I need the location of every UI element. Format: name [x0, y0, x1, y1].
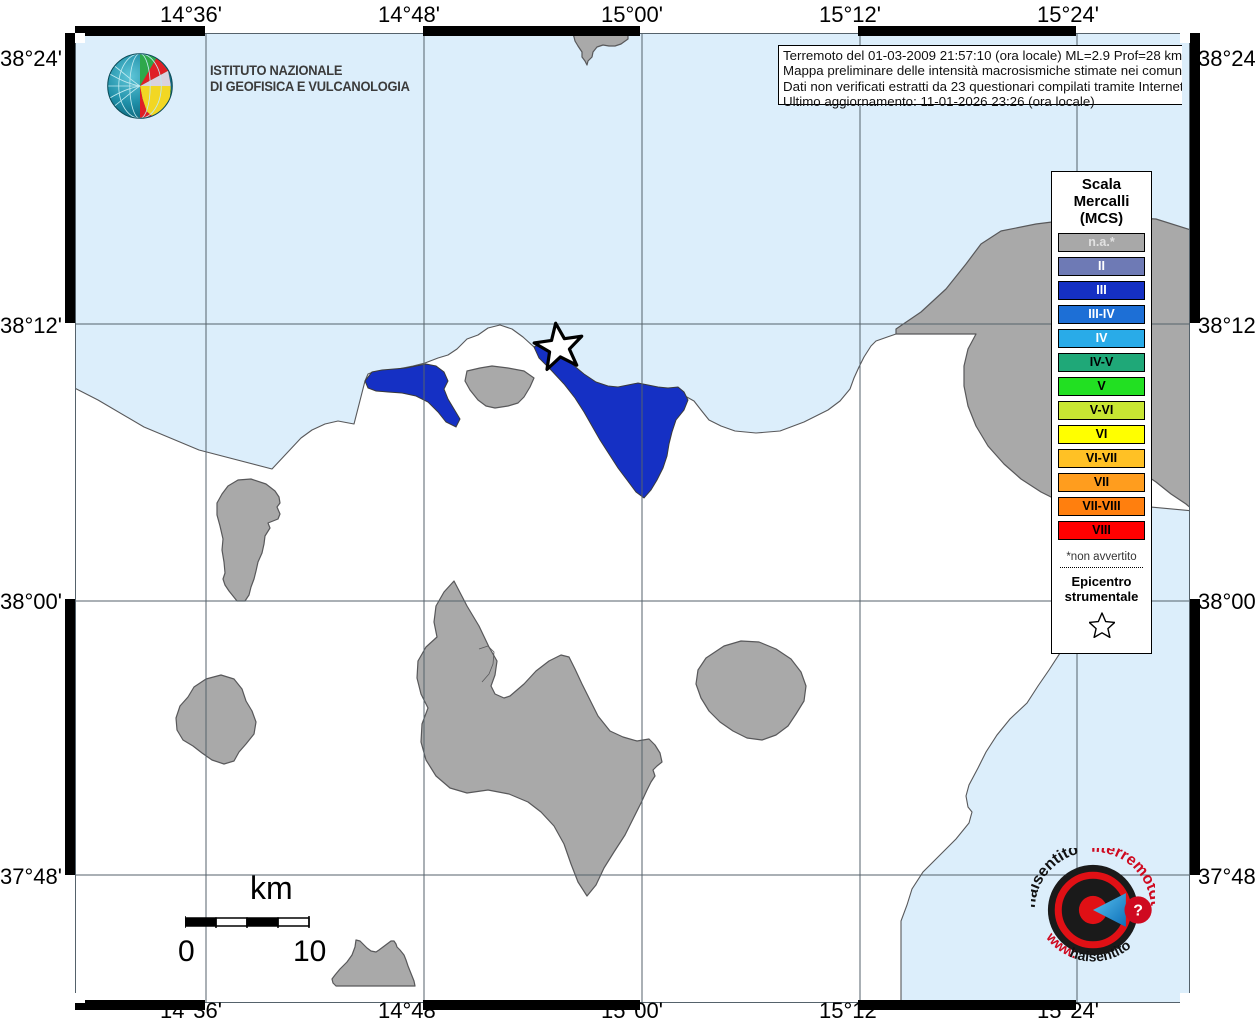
svg-text:?: ? [1133, 903, 1143, 920]
